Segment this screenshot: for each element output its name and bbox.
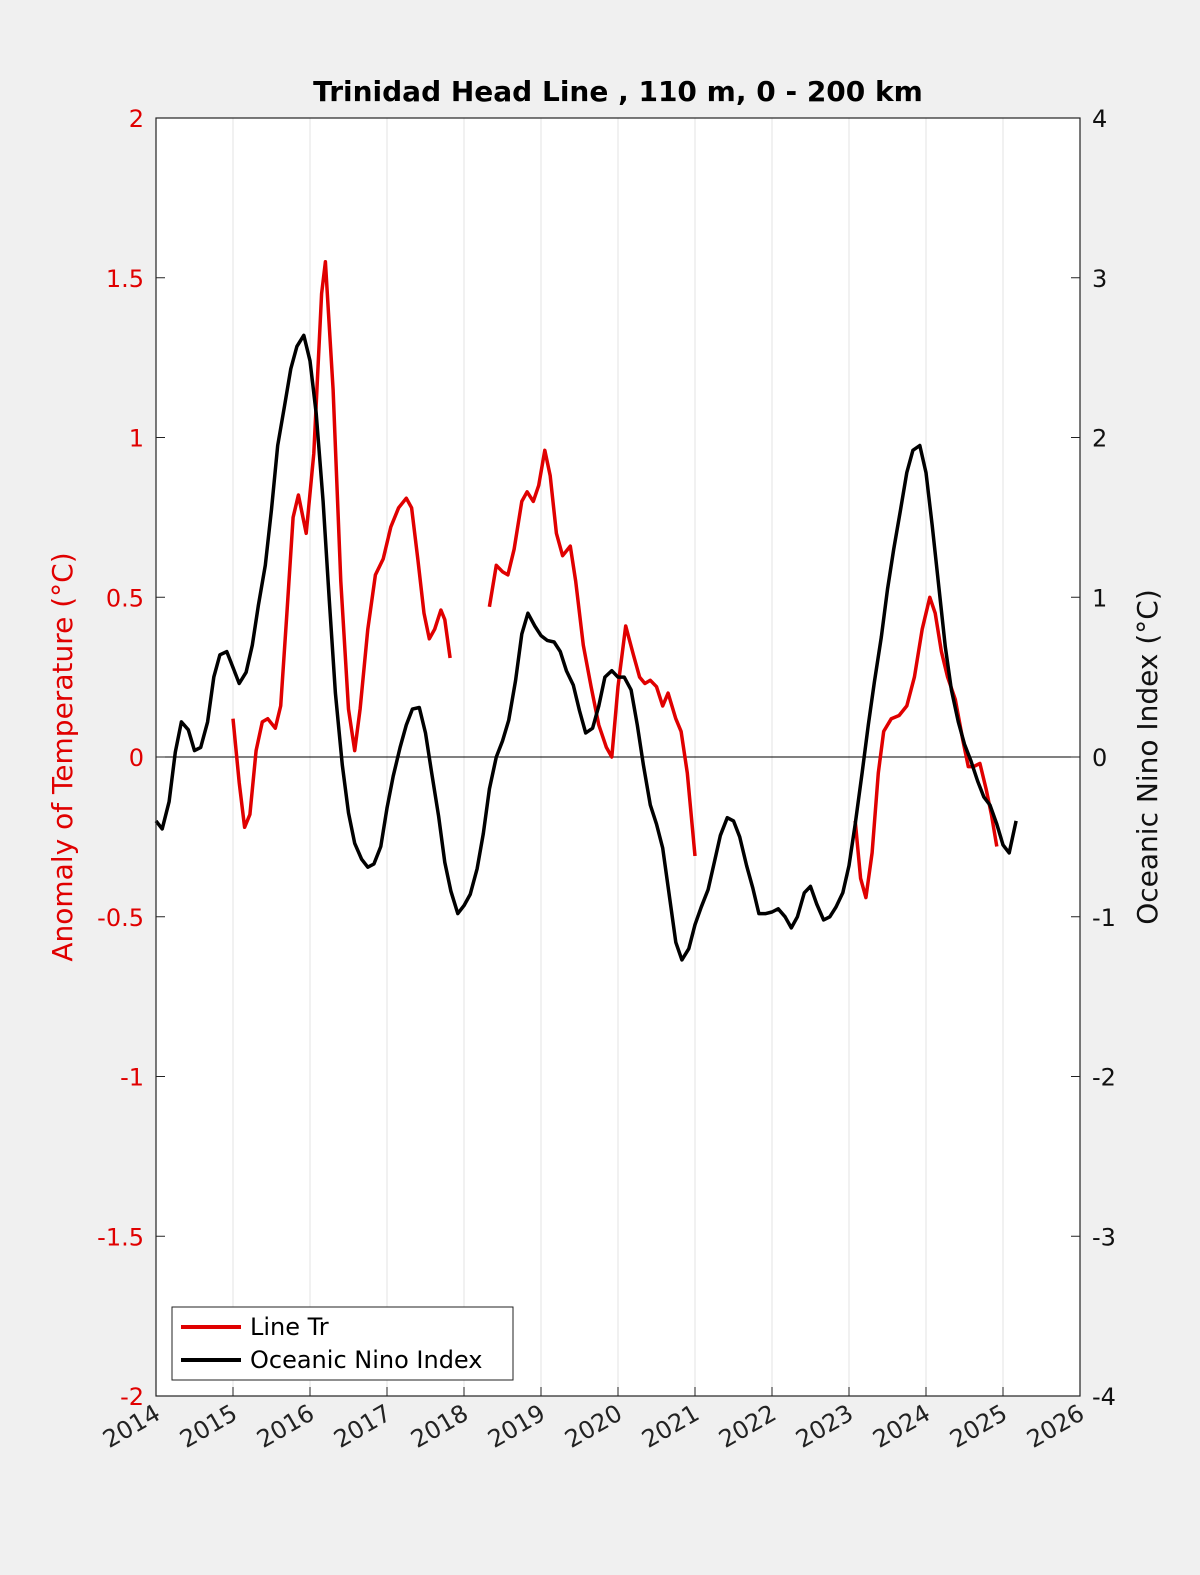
y-tick-label-left: 2 (129, 105, 144, 133)
series-oceanic-nino-index (154, 333, 1018, 962)
y-tick-label-right: -2 (1092, 1064, 1116, 1092)
legend: Line Tr Oceanic Nino Index (171, 1306, 514, 1381)
y-tick-label-right: -4 (1092, 1383, 1116, 1411)
y-tick-label-left: -2 (120, 1383, 144, 1411)
y-tick-label-right: -1 (1092, 904, 1116, 932)
y-axis-label-right: Oceanic Nino Index (°C) (1131, 589, 1164, 925)
chart-title: Trinidad Head Line , 110 m, 0 - 200 km (313, 75, 923, 108)
y-tick-label-right: 1 (1092, 584, 1107, 612)
y-tick-label-left: -0.5 (97, 904, 144, 932)
y-tick-label-right: 2 (1092, 425, 1107, 453)
y-tick-label-right: 0 (1092, 744, 1107, 772)
series-line-tr-segment-1 (231, 260, 452, 830)
y-axis-label-left: Anomaly of Temperature (°C) (46, 552, 79, 961)
legend-label-oceanic-nino-index: Oceanic Nino Index (250, 1346, 482, 1374)
legend-box (171, 1306, 514, 1381)
y-tick-label-right: -3 (1092, 1223, 1116, 1251)
y-tick-label-left: -1.5 (97, 1223, 144, 1251)
series-line-tr-segment-3 (853, 595, 999, 900)
y-tick-label-left: 1 (129, 425, 144, 453)
y-tick-label-left: 0 (129, 744, 144, 772)
series-layer (154, 260, 1018, 962)
y-tick-label-left: -1 (120, 1064, 144, 1092)
y-tick-label-left: 0.5 (106, 584, 144, 612)
y-tick-label-left: 1.5 (106, 265, 144, 293)
y-tick-label-right: 4 (1092, 105, 1107, 133)
series-line-tr-segment-2 (487, 448, 697, 857)
y-tick-label-right: 3 (1092, 265, 1107, 293)
legend-label-line-tr: Line Tr (250, 1313, 329, 1341)
